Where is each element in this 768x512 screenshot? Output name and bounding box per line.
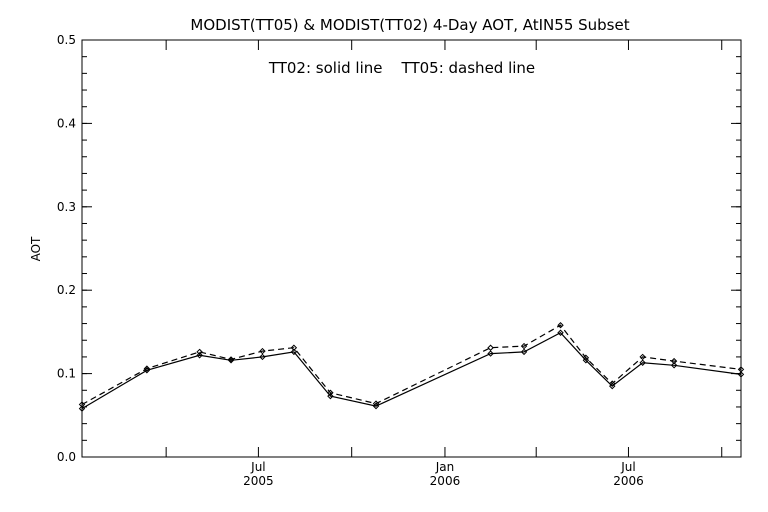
data-point-tt02 — [520, 348, 528, 356]
x-tick-label: Jul — [620, 460, 635, 474]
x-tick-year-label: 2006 — [430, 474, 461, 488]
series-line-tt05 — [81, 324, 742, 406]
data-point-tt02 — [670, 362, 678, 369]
data-point-tt05 — [372, 400, 380, 407]
data-point-tt05 — [670, 357, 678, 365]
y-tick-label: 0.0 — [57, 450, 76, 464]
chart-annotation: TT02: solid line TT05: dashed line — [268, 59, 535, 77]
y-tick-label: 0.3 — [57, 200, 76, 214]
data-point-tt02 — [259, 353, 266, 361]
y-axis-label: AOT — [29, 236, 43, 261]
data-point-tt02 — [557, 329, 564, 336]
y-tick-label: 0.2 — [57, 283, 76, 297]
data-point-tt05 — [582, 354, 590, 361]
x-tick-year-label: 2006 — [613, 474, 644, 488]
data-point-tt05 — [737, 366, 745, 373]
data-point-tt05 — [143, 365, 151, 372]
chart-title: MODIST(TT05) & MODIST(TT02) 4-Day AOT, A… — [190, 16, 629, 34]
data-point-tt02 — [290, 348, 298, 356]
data-point-tt02 — [737, 371, 745, 378]
x-tick-label: Jan — [435, 460, 455, 474]
x-tick-year-label: 2005 — [243, 474, 274, 488]
data-point-tt05 — [290, 344, 298, 351]
data-point-tt02 — [327, 392, 334, 400]
plot-frame — [81, 39, 742, 458]
data-point-tt05 — [557, 322, 564, 329]
data-point-tt02 — [487, 350, 494, 357]
data-point-tt05 — [520, 342, 528, 350]
y-tick-label: 0.1 — [57, 367, 76, 381]
data-point-tt05 — [196, 348, 203, 356]
data-point-tt02 — [196, 352, 203, 359]
data-point-tt05 — [227, 356, 235, 363]
data-point-tt02 — [639, 359, 646, 366]
x-tick-label: Jul — [250, 460, 265, 474]
data-point-tt02 — [582, 357, 590, 364]
data-point-tt05 — [487, 344, 494, 351]
data-point-tt05 — [259, 347, 266, 355]
data-point-tt05 — [327, 389, 334, 396]
data-point-tt05 — [639, 353, 646, 361]
y-tick-label: 0.5 — [57, 33, 76, 47]
y-tick-label: 0.4 — [57, 116, 76, 130]
series-line-tt02 — [81, 331, 742, 410]
data-point-tt02 — [78, 405, 86, 412]
data-point-tt02 — [372, 402, 380, 410]
data-point-tt02 — [609, 382, 616, 390]
data-point-tt05 — [78, 401, 86, 408]
data-point-tt05 — [609, 380, 616, 387]
